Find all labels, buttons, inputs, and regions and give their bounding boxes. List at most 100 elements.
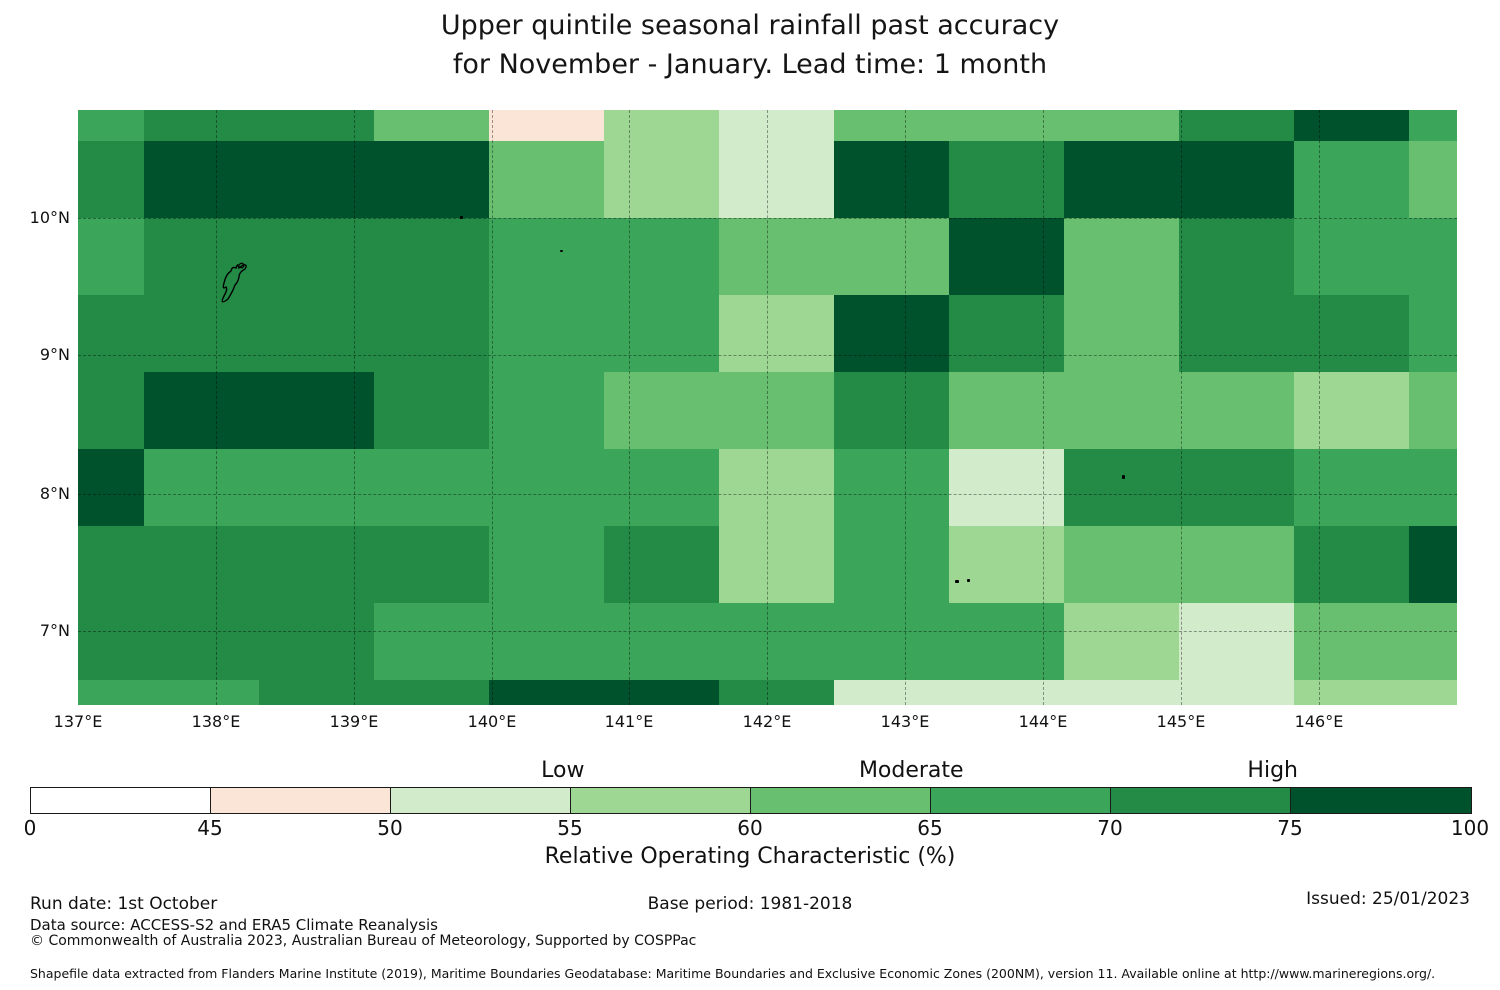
heatmap-cell	[719, 680, 834, 705]
issued-date-text: Issued: 25/01/2023	[1306, 889, 1470, 909]
heatmap-cell	[144, 110, 259, 141]
heatmap-cell	[1179, 449, 1294, 526]
heatmap-cell	[489, 526, 604, 603]
x-tick-label: 145°E	[1156, 712, 1206, 731]
parallel-gridline	[78, 494, 1457, 495]
heatmap-cell	[949, 680, 1064, 705]
heatmap-cell	[949, 218, 1064, 295]
palau-island-outline	[221, 264, 247, 303]
heatmap-cell	[78, 372, 144, 449]
heatmap-cell	[719, 372, 834, 449]
heatmap-cell	[949, 372, 1064, 449]
heatmap-cell	[78, 141, 144, 218]
parallel-gridline	[78, 218, 1457, 219]
colorbar-segment	[1291, 788, 1471, 813]
heatmap-cell	[489, 218, 604, 295]
heatmap-cell	[1409, 218, 1457, 295]
meridian-gridline	[354, 110, 355, 705]
heatmap-cell	[1409, 449, 1457, 526]
meridian-gridline	[1319, 110, 1320, 705]
heatmap-cell	[78, 110, 144, 141]
heatmap-cell	[604, 110, 719, 141]
heatmap-cell	[834, 218, 949, 295]
x-tick-label: 141°E	[604, 712, 654, 731]
heatmap-cell	[374, 603, 489, 680]
meridian-gridline	[216, 110, 217, 705]
heatmap-cell	[259, 218, 374, 295]
heatmap-cell	[949, 295, 1064, 372]
heatmap-cell	[604, 141, 719, 218]
x-tick-label: 144°E	[1018, 712, 1068, 731]
colorbar-tick-label: 55	[557, 816, 583, 840]
heatmap-cell	[1294, 603, 1409, 680]
colorbar-zone-label: Moderate	[858, 758, 964, 783]
heatmap-cell	[374, 680, 489, 705]
heatmap-cell	[144, 218, 259, 295]
heatmap-cell	[374, 218, 489, 295]
heatmap-cell	[834, 680, 949, 705]
heatmap-cell	[1409, 526, 1457, 603]
heatmap-cell	[78, 603, 144, 680]
x-tick-label: 139°E	[329, 712, 379, 731]
heatmap-cell	[1409, 295, 1457, 372]
islet-dot	[1122, 475, 1125, 479]
meridian-gridline	[905, 110, 906, 705]
colorbar-tick-label: 50	[377, 816, 403, 840]
parallel-gridline	[78, 355, 1457, 356]
heatmap-cell	[834, 110, 949, 141]
colorbar-zone-label: High	[1247, 758, 1298, 783]
heatmap-cell	[719, 449, 834, 526]
heatmap-cell	[374, 110, 489, 141]
heatmap-cell	[719, 295, 834, 372]
heatmap-cell	[1064, 372, 1179, 449]
heatmap-cell	[834, 295, 949, 372]
heatmap-cell	[1409, 680, 1457, 705]
colorbar-zone-label: Low	[541, 758, 585, 783]
colorbar-axis-label: Relative Operating Characteristic (%)	[544, 844, 956, 869]
heatmap-cell	[1064, 141, 1179, 218]
colorbar-segment	[1111, 788, 1291, 813]
islet-dot	[460, 216, 463, 219]
colorbar-tick-label: 45	[197, 816, 223, 840]
heatmap-plot: 10°N 9°N 8°N 7°N	[30, 110, 1457, 705]
heatmap-cell	[834, 141, 949, 218]
x-tick-label: 146°E	[1294, 712, 1344, 731]
heatmap-cell	[144, 295, 259, 372]
heatmap-cell	[78, 449, 144, 526]
heatmap-cell	[374, 526, 489, 603]
colorbar-tick-label: 100	[1450, 816, 1490, 840]
palau-islet-outline	[237, 262, 245, 269]
heatmap-cell	[604, 526, 719, 603]
shapefile-note-text: Shapefile data extracted from Flanders M…	[30, 966, 1436, 981]
colorbar-segment	[751, 788, 931, 813]
meridian-gridline	[1043, 110, 1044, 705]
heatmap-cell	[259, 141, 374, 218]
heatmap-cell	[489, 295, 604, 372]
heatmap-cell	[834, 372, 949, 449]
heatmap-cell	[1179, 295, 1294, 372]
island-outline-layer	[221, 262, 247, 303]
heatmap-cell	[1294, 526, 1409, 603]
title-line-1: Upper quintile seasonal rainfall past ac…	[440, 10, 1060, 41]
page-title: Upper quintile seasonal rainfall past ac…	[0, 6, 1500, 84]
heatmap-cell	[374, 449, 489, 526]
heatmap-cell	[259, 603, 374, 680]
heatmap-cell	[259, 110, 374, 141]
heatmap-cell	[1179, 218, 1294, 295]
colorbar-segment	[211, 788, 391, 813]
heatmap-cell	[1064, 110, 1179, 141]
heatmap-cell	[374, 141, 489, 218]
y-tick-label: 9°N	[39, 345, 70, 364]
heatmap-cell	[949, 603, 1064, 680]
colorbar-tick-label: 60	[737, 816, 763, 840]
x-tick-label: 142°E	[742, 712, 792, 731]
meridian-gridline	[1181, 110, 1182, 705]
x-tick-label: 137°E	[53, 712, 103, 731]
heatmap-cell	[1409, 141, 1457, 218]
heatmap-cell	[1179, 372, 1294, 449]
heatmap-cell	[144, 372, 259, 449]
heatmap-cell	[78, 680, 144, 705]
heatmap-cell	[604, 218, 719, 295]
heatmap-cell	[719, 603, 834, 680]
colorbar-segment	[931, 788, 1111, 813]
